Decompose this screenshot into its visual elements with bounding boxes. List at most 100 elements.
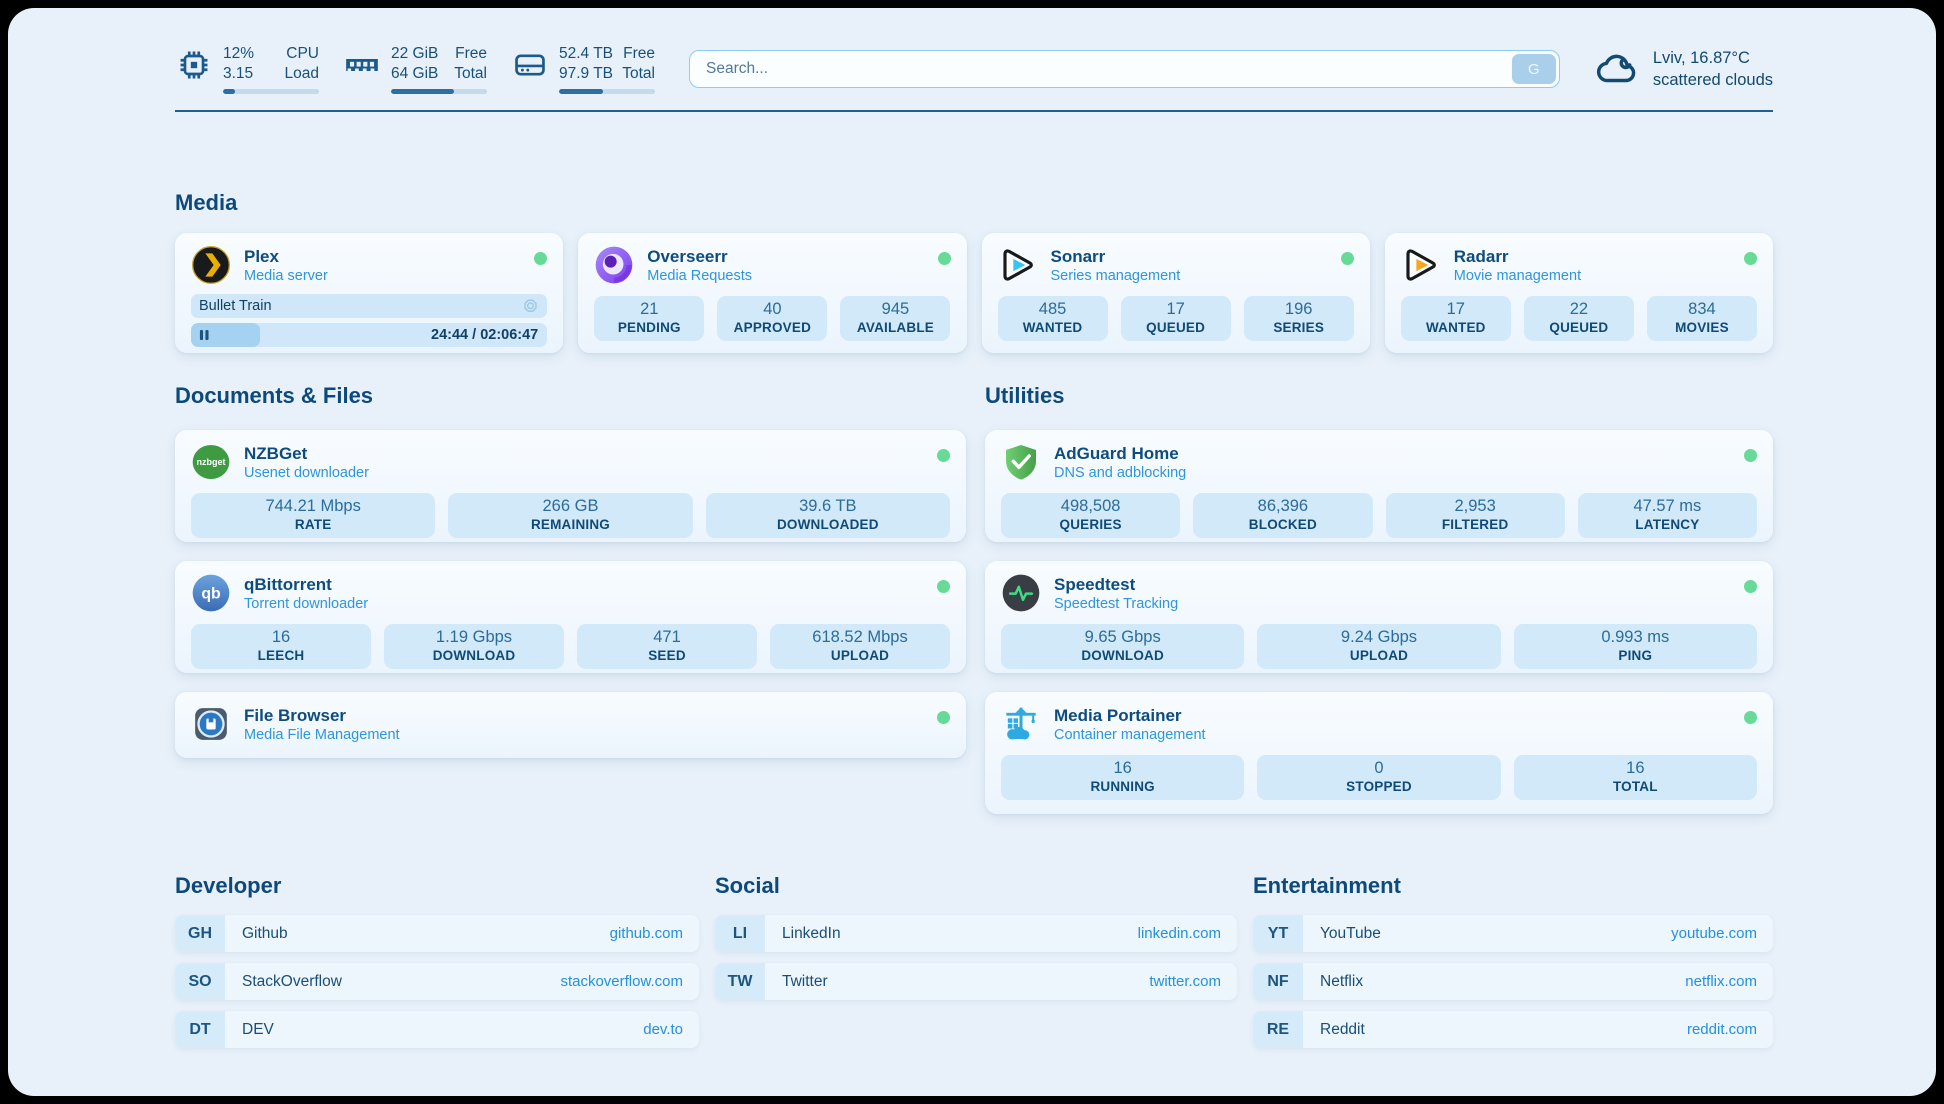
- stat-pill: 17 WANTED: [1400, 296, 1511, 342]
- section-title-media: Media: [175, 190, 238, 216]
- section-title-developer: Developer: [175, 873, 282, 899]
- app-card-overseerr[interactable]: Overseerr Media Requests 21 PENDING 40 APP…: [578, 233, 967, 354]
- link-url: youtube.com: [1671, 925, 1757, 943]
- memory-free-label: Free: [455, 45, 487, 62]
- stat-pill: 16 RUNNING: [1001, 755, 1245, 801]
- stat-pill: 39.6 TB DOWNLOADED: [705, 493, 950, 539]
- cpu-icon: [180, 51, 208, 79]
- status-dot: [1744, 449, 1757, 463]
- link-url: linkedin.com: [1137, 925, 1221, 943]
- status-dot: [937, 711, 950, 725]
- stat-pill: 40 APPROVED: [717, 296, 828, 342]
- cpu-load-value: 3.15: [223, 65, 254, 83]
- stat-pill: 47.57 ms LATENCY: [1577, 493, 1757, 539]
- app-description: Torrent downloader: [244, 596, 369, 613]
- cpu-usage-label: CPU: [286, 45, 319, 62]
- now-playing-settings-icon[interactable]: [522, 298, 539, 315]
- app-card-adguard[interactable]: AdGuard Home DNS and adblocking 498,508 Q…: [985, 430, 1773, 543]
- stat-pill: 17 QUEUED: [1120, 296, 1231, 342]
- nzbget-icon: nzbget: [192, 445, 230, 480]
- link-url: reddit.com: [1686, 1021, 1757, 1039]
- app-title: Media Portainer: [1054, 706, 1182, 726]
- svg-text:qb: qb: [201, 586, 221, 603]
- link-row-github[interactable]: GH Github github.com: [175, 915, 699, 953]
- developer-links: Developer GH Github github.com SO StackO…: [175, 873, 699, 1059]
- portainer-icon: [1006, 707, 1036, 740]
- playback-time: 24:44 / 02:06:47: [431, 327, 539, 344]
- status-dot: [1744, 580, 1757, 594]
- link-abbr: TW: [715, 963, 765, 1001]
- entertainment-links: Entertainment YT YouTube youtube.com NF …: [1253, 873, 1773, 1059]
- app-card-nzbget[interactable]: nzbget NZBGet Usenet downloader 744.21 M…: [175, 430, 966, 543]
- app-description: Media File Management: [244, 727, 400, 744]
- link-url: dev.to: [643, 1021, 683, 1039]
- cpu-stat: 12% 3.15 CPU Load: [175, 44, 319, 95]
- weather-location-temp: Lviv, 16.87°C: [1652, 48, 1750, 67]
- link-abbr: RE: [1253, 1011, 1303, 1049]
- app-title: qBittorrent: [244, 575, 332, 595]
- cpu-load-label: Load: [284, 65, 319, 83]
- search-engine-button[interactable]: G: [1511, 54, 1556, 85]
- search-bar: G: [689, 50, 1560, 89]
- link-row-dev[interactable]: DT DEV dev.to: [175, 1011, 699, 1049]
- stat-pill: 945 AVAILABLE: [840, 296, 951, 342]
- link-name: Github: [242, 924, 288, 942]
- link-abbr: LI: [715, 915, 765, 953]
- ram-icon: [346, 58, 378, 72]
- link-url: github.com: [609, 925, 683, 943]
- cloud-icon: [1596, 54, 1636, 83]
- stat-pill: 16 LEECH: [191, 624, 371, 670]
- stat-pill: 744.21 Mbps RATE: [191, 493, 436, 539]
- app-title: File Browser: [244, 706, 347, 726]
- app-card-radarr[interactable]: Radarr Movie management 17 WANTED 22 QUEUE…: [1384, 233, 1773, 354]
- stat-pill: 21 PENDING: [594, 296, 705, 342]
- link-row-netflix[interactable]: NF Netflix netflix.com: [1253, 963, 1773, 1001]
- weather-condition: scattered clouds: [1652, 71, 1773, 90]
- app-description: Usenet downloader: [244, 465, 369, 482]
- app-card-qbittorrent[interactable]: qb qBittorrent Torrent downloader 16 LEEC…: [175, 561, 966, 674]
- app-card-portainer[interactable]: Media Portainer Container management 16 R…: [985, 692, 1773, 815]
- link-name: YouTube: [1320, 924, 1381, 942]
- app-card-sonarr[interactable]: Sonarr Series management 485 WANTED 17 QUE…: [981, 233, 1370, 354]
- app-card-plex[interactable]: Plex Media server Bullet Train: [175, 233, 564, 354]
- dashboard: 12% 3.15 CPU Load: [8, 8, 1936, 1096]
- stat-pill: 2,953 FILTERED: [1385, 493, 1565, 539]
- stat-pill: 266 GB REMAINING: [448, 493, 693, 539]
- app-card-filebrowser[interactable]: File Browser Media File Management: [175, 692, 966, 759]
- now-playing-row: Bullet Train: [191, 294, 548, 319]
- storage-free-label: Free: [623, 45, 655, 62]
- link-row-linkedin[interactable]: LI LinkedIn linkedin.com: [715, 915, 1237, 953]
- pause-icon: [199, 329, 210, 341]
- status-dot: [534, 252, 548, 266]
- link-name: Reddit: [1320, 1020, 1365, 1038]
- link-name: LinkedIn: [782, 924, 841, 942]
- search-input[interactable]: [689, 50, 1560, 89]
- link-row-youtube[interactable]: YT YouTube youtube.com: [1253, 915, 1773, 953]
- stat-pill: 485 WANTED: [997, 296, 1108, 342]
- app-title: Radarr: [1453, 247, 1509, 267]
- link-row-twitter[interactable]: TW Twitter twitter.com: [715, 963, 1237, 1001]
- sonarr-icon: [1002, 249, 1033, 281]
- link-row-reddit[interactable]: RE Reddit reddit.com: [1253, 1011, 1773, 1049]
- memory-progress-bar: [391, 89, 487, 95]
- svg-text:nzbget: nzbget: [197, 457, 226, 467]
- link-abbr: GH: [175, 915, 225, 953]
- memory-total-label: Total: [454, 65, 487, 83]
- link-url: stackoverflow.com: [560, 973, 683, 991]
- storage-total-label: Total: [622, 65, 655, 83]
- app-title: Sonarr: [1050, 247, 1106, 267]
- filebrowser-icon: [195, 708, 227, 741]
- link-abbr: DT: [175, 1011, 225, 1049]
- social-links: Social LI LinkedIn linkedin.com TW Twitt…: [715, 873, 1237, 1059]
- playback-progress-bar: 24:44 / 02:06:47: [191, 323, 548, 348]
- speedtest-icon: [1002, 574, 1040, 612]
- memory-free-value: 22 GiB: [391, 45, 439, 62]
- storage-total-value: 97.9 TB: [559, 65, 614, 83]
- app-title: Overseerr: [647, 247, 728, 267]
- section-title-entertainment: Entertainment: [1253, 873, 1401, 899]
- stat-pill: 471 SEED: [577, 624, 757, 670]
- app-card-speedtest[interactable]: Speedtest Speedtest Tracking 9.65 Gbps DO…: [985, 561, 1773, 674]
- link-row-stackoverflow[interactable]: SO StackOverflow stackoverflow.com: [175, 963, 699, 1001]
- memory-stat: 22 GiB 64 GiB Free Total: [343, 44, 487, 95]
- app-description: Series management: [1050, 268, 1181, 285]
